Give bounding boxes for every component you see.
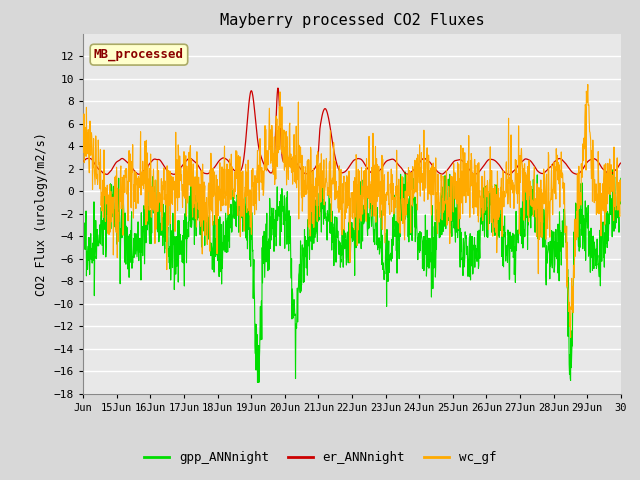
Text: MB_processed: MB_processed [94, 48, 184, 61]
Title: Mayberry processed CO2 Fluxes: Mayberry processed CO2 Fluxes [220, 13, 484, 28]
Legend: gpp_ANNnight, er_ANNnight, wc_gf: gpp_ANNnight, er_ANNnight, wc_gf [139, 446, 501, 469]
Y-axis label: CO2 Flux (urology/m2/s): CO2 Flux (urology/m2/s) [35, 132, 49, 296]
